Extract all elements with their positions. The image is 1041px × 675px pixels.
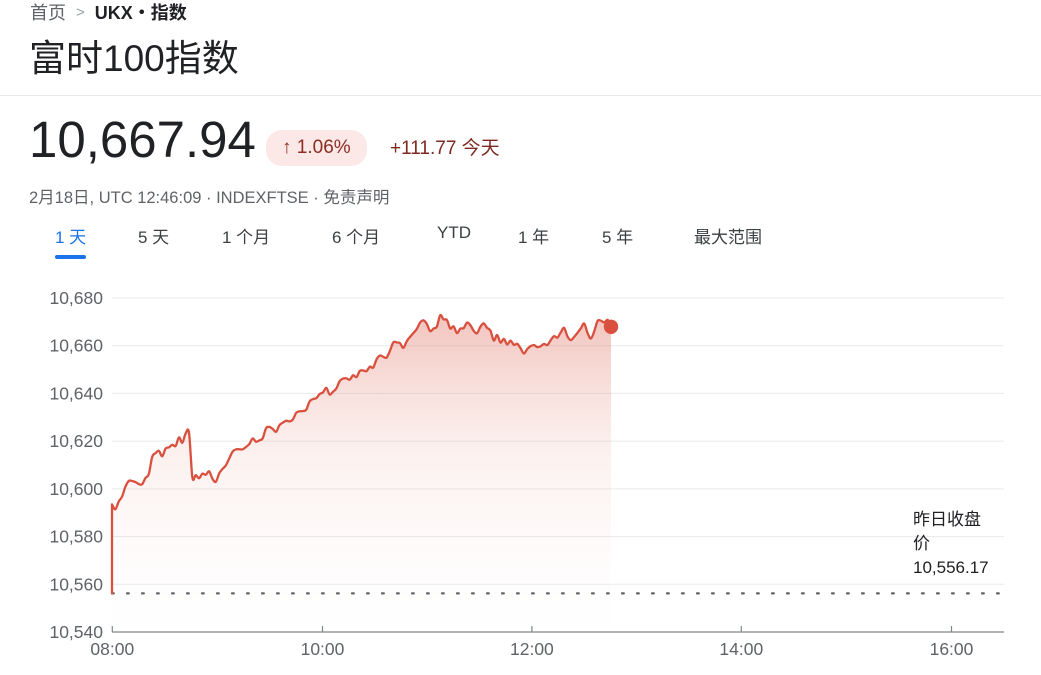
svg-text:16:00: 16:00	[930, 639, 974, 659]
svg-text:14:00: 14:00	[719, 639, 763, 659]
svg-text:10,580: 10,580	[49, 527, 103, 547]
svg-text:10,560: 10,560	[49, 574, 103, 594]
svg-text:08:00: 08:00	[90, 639, 134, 659]
svg-text:12:00: 12:00	[510, 639, 554, 659]
svg-text:10:00: 10:00	[301, 639, 345, 659]
svg-text:10,660: 10,660	[49, 336, 103, 356]
svg-text:10,640: 10,640	[49, 383, 103, 403]
svg-text:10,620: 10,620	[49, 431, 103, 451]
svg-text:10,600: 10,600	[49, 479, 103, 499]
svg-text:10,680: 10,680	[49, 288, 103, 308]
